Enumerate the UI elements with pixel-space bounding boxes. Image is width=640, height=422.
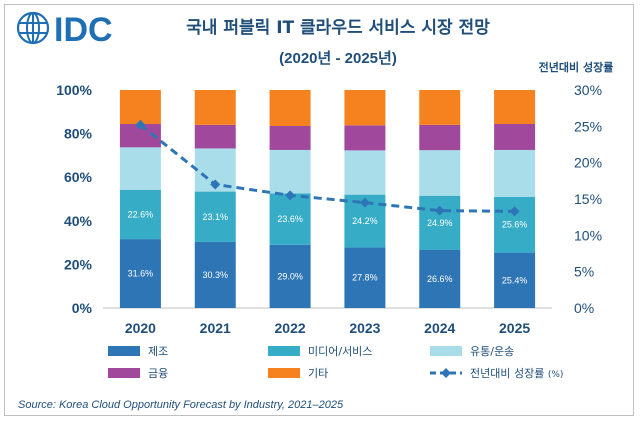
legend-label: 미디어/서비스 xyxy=(308,345,372,358)
source-note: Source: Korea Cloud Opportunity Forecast… xyxy=(18,399,344,411)
bar-segment xyxy=(119,90,161,125)
y2-tick-label: 5% xyxy=(574,264,594,280)
y-tick-label: 0% xyxy=(72,300,93,316)
bar-segment xyxy=(194,241,236,308)
legend-label: 전년대비 성장률 (%) xyxy=(470,367,563,380)
right-axis-label: 전년대비 성장률 xyxy=(539,60,614,74)
data-label: 26.6% xyxy=(427,274,453,284)
y2-tick-label: 0% xyxy=(574,300,594,316)
x-tick-label: 2024 xyxy=(424,320,455,336)
bar-segment xyxy=(419,90,461,125)
y2-tick-label: 10% xyxy=(574,227,602,243)
y2-tick-label: 30% xyxy=(574,82,602,98)
legend-swatch xyxy=(108,346,140,356)
legend-line-marker xyxy=(441,368,451,378)
data-label: 23.6% xyxy=(277,214,303,224)
data-label: 30.3% xyxy=(202,270,228,280)
bar-segment xyxy=(269,90,311,126)
growth-line-path xyxy=(139,123,515,213)
bar-segment xyxy=(419,150,461,196)
data-label: 23.1% xyxy=(202,212,228,222)
bar-segment xyxy=(494,252,536,308)
legend-swatch xyxy=(108,368,140,378)
bar-segment xyxy=(194,124,236,149)
axes: 0% 20% 40% 60% 80% 100% 0% 5% 10% 15% 20% 25% 30% 202… xyxy=(56,82,602,336)
x-tick-label: 2020 xyxy=(125,320,156,336)
y2-tick-label: 20% xyxy=(574,155,602,171)
y2-tick-label: 25% xyxy=(574,118,602,134)
data-label: 25.6% xyxy=(502,220,528,230)
data-label: 24.2% xyxy=(352,216,378,226)
legend-swatch xyxy=(268,346,300,356)
chart-title: 국내 퍼블릭 IT 클라우드 서비스 시장 전망 xyxy=(186,18,490,38)
bar-segment xyxy=(344,247,386,308)
bar-segment xyxy=(269,149,311,194)
bar-segment xyxy=(119,189,161,240)
growth-point xyxy=(135,119,146,130)
bar-segment xyxy=(494,90,536,125)
globe-icon xyxy=(16,11,50,45)
bars: 31.6% 22.6% 30.3% 23.1% 29.0% 23.6% 27.8% 24.2%… xyxy=(119,90,536,308)
x-tick-label: 2022 xyxy=(275,320,306,336)
legend-swatch xyxy=(268,368,300,378)
bar-segment xyxy=(269,193,311,245)
y-tick-label: 40% xyxy=(64,213,93,229)
y-tick-label: 80% xyxy=(64,126,93,142)
chart-frame xyxy=(4,4,634,416)
legend-swatch xyxy=(430,346,462,356)
x-tick-label: 2023 xyxy=(349,320,380,336)
growth-point xyxy=(359,197,370,208)
bar-segment xyxy=(344,90,386,126)
data-label: 31.6% xyxy=(128,269,154,279)
growth-point xyxy=(434,205,445,216)
bar-segment xyxy=(119,124,161,148)
y-tick-label: 100% xyxy=(56,82,92,98)
growth-point xyxy=(210,179,221,190)
growth-point xyxy=(509,206,520,217)
data-label: 29.0% xyxy=(277,271,303,281)
bar-segment xyxy=(494,149,536,197)
growth-point xyxy=(285,190,296,201)
x-tick-label: 2021 xyxy=(200,320,231,336)
bar-segment xyxy=(344,125,386,151)
x-tick-label: 2025 xyxy=(499,320,530,336)
legend-label: 기타 xyxy=(308,367,328,380)
y-tick-label: 60% xyxy=(64,169,93,185)
bar-segment xyxy=(119,239,161,308)
bar-segment xyxy=(419,195,461,251)
bar-segment xyxy=(119,147,161,190)
y-tick-label: 20% xyxy=(64,256,93,272)
legend-label: 금융 xyxy=(148,367,168,380)
bar-segment xyxy=(269,244,311,308)
idc-logo: IDC xyxy=(16,11,113,49)
y2-tick-label: 15% xyxy=(574,191,602,207)
bar-segment xyxy=(419,250,461,308)
chart-subtitle: (2020년 - 2025년) xyxy=(279,50,397,67)
bar-segment xyxy=(194,90,236,125)
bar-segment xyxy=(494,124,536,150)
data-label: 25.4% xyxy=(502,275,528,285)
bar-segment xyxy=(344,150,386,195)
data-label: 27.8% xyxy=(352,273,378,283)
legend-label: 유통/운송 xyxy=(470,345,514,358)
bar-segment xyxy=(269,125,311,150)
growth-line xyxy=(135,119,520,217)
data-label: 24.9% xyxy=(427,218,453,228)
data-label: 22.6% xyxy=(128,209,154,219)
legend-label: 제조 xyxy=(148,345,168,358)
bar-segment xyxy=(194,191,236,242)
logo-text: IDC xyxy=(54,11,113,49)
bar-segment xyxy=(419,124,461,151)
bar-segment xyxy=(494,196,536,253)
